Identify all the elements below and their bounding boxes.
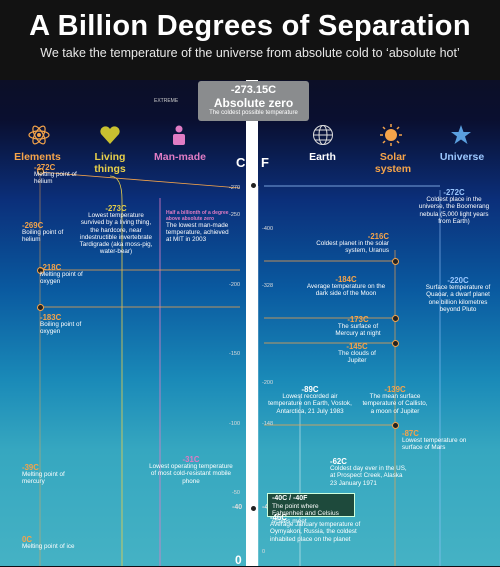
item-oxygen-boil: -183C Boiling point of oxygen	[40, 313, 82, 336]
f-tick: -148	[262, 421, 274, 427]
item-uranus: -216C Coldest planet in the solar system,…	[316, 232, 389, 255]
c-tick: -50	[232, 490, 240, 496]
atom-icon	[28, 125, 50, 145]
absolute-zero-box: -273.15C Absolute zero The coldest possi…	[198, 81, 309, 121]
marker-dot	[37, 267, 44, 274]
page-title: A Billion Degrees of Separation	[29, 10, 471, 42]
fahrenheit-label: F	[261, 155, 269, 170]
marker-dot	[250, 505, 257, 512]
absolute-zero-desc: The coldest possible temperature	[209, 110, 298, 116]
c-tick: -270	[229, 185, 241, 191]
living-line	[109, 175, 123, 566]
page-subtitle: We take the temperature of the universe …	[40, 46, 460, 60]
marker-dot	[250, 182, 257, 189]
marker-dot	[392, 340, 399, 347]
absolute-zero-temp: -273.15C	[230, 84, 277, 96]
category-living: Living things	[94, 151, 126, 175]
c-tick: -250	[229, 212, 241, 218]
helium-link	[39, 171, 241, 189]
item-mercury-melt: -39C Melting point of mercury	[22, 463, 65, 486]
item-vostok: -89C Lowest recorded air temperature on E…	[268, 385, 352, 415]
header-band	[0, 0, 500, 80]
item-oxygen-melt: -218C Melting point of oxygen	[40, 263, 83, 286]
item-callisto: -139C The mean surface temperature of Cal…	[362, 385, 428, 415]
item-quaoar: -220C Surface temperature of Quaoar, a dw…	[425, 276, 491, 313]
star-icon	[451, 125, 471, 144]
extreme-label: EXTREME	[154, 98, 179, 104]
item-mit: Half a billionth of a degree above absol…	[166, 210, 229, 244]
item-mars: -87C Lowest temperature on surface of Mar…	[402, 429, 467, 452]
sun-icon	[380, 124, 402, 146]
item-tardigrade: -273C Lowest temperature survived by a li…	[79, 204, 153, 256]
item-helium-boil: -269C Boiling point of helium	[22, 221, 64, 244]
item-boomerang: -272C Coldest place in the universe, the …	[418, 188, 490, 225]
globe-icon	[313, 125, 333, 145]
item-mercury-night: -173C The surface of Mercury at night	[335, 315, 381, 338]
marker-dot	[392, 315, 399, 322]
marker-dot	[37, 168, 44, 175]
category-manmade: Man-made	[154, 151, 206, 163]
celsius-label: C	[236, 155, 246, 170]
c-tick: -200	[229, 282, 241, 288]
item-phone: -31C Lowest operating temperature of most…	[149, 455, 233, 485]
person-icon	[173, 125, 185, 145]
c-tick: -150	[229, 351, 241, 357]
f-tick: -200	[262, 380, 274, 386]
item-moon: -184C Average temperature on the dark sid…	[306, 275, 386, 298]
f-tick: 0	[262, 549, 266, 555]
marker-dot	[392, 258, 399, 265]
category-solar: Solar system	[374, 151, 412, 175]
f-tick: -328	[262, 283, 274, 289]
item-ice-melt: 0C Melting point of ice	[22, 535, 75, 551]
absolute-zero-name: Absolute zero	[213, 96, 294, 110]
item-prospect-creek: -62C Coldest day ever in the US, at Prosp…	[330, 457, 407, 487]
category-elements: Elements	[14, 151, 61, 163]
c-tick: -100	[229, 421, 241, 427]
item-jupiter: -145C The clouds of Jupiter	[338, 342, 376, 365]
scales-meet-box: -40C / -40F The point where Fahrenheit an…	[267, 493, 355, 525]
category-earth: Earth	[309, 151, 336, 163]
marker-dot	[37, 304, 44, 311]
item-oymyakon: -46C Average January temperature of Oymya…	[270, 513, 361, 543]
category-universe: Universe	[439, 151, 485, 163]
f-tick: -400	[262, 226, 274, 232]
c-tick: -40	[232, 504, 243, 511]
marker-dot	[392, 422, 399, 429]
thermometer-scale	[246, 80, 258, 566]
item-helium-melt: -272C Melting point of helium	[34, 163, 77, 186]
heart-icon	[100, 126, 120, 144]
c-tick: 0	[235, 553, 242, 567]
